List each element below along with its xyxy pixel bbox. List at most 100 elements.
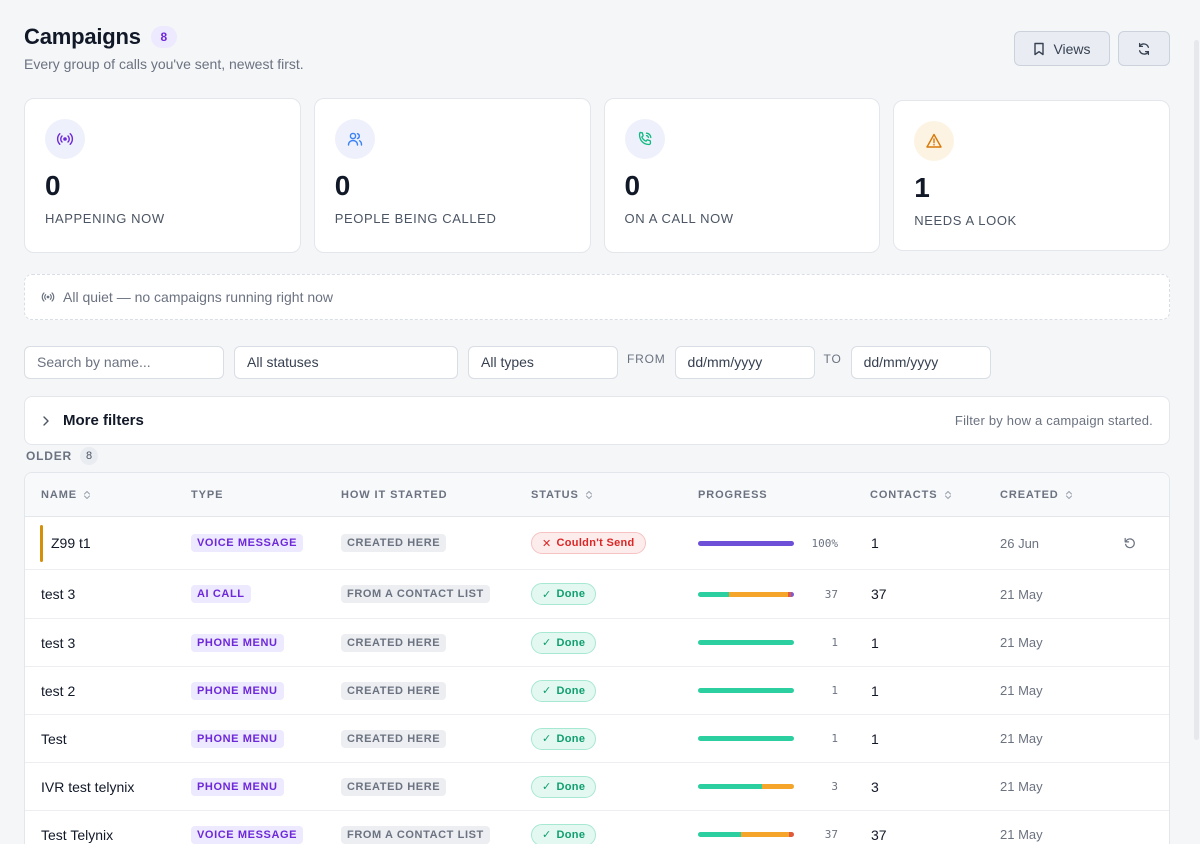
retry-button[interactable] [1123, 517, 1137, 569]
broadcast-icon [41, 292, 55, 302]
table-row[interactable]: test 3 PHONE MENU CREATED HERE ✓ Done 1 … [25, 619, 1169, 667]
status-text: Done [556, 780, 586, 793]
progress-bar [698, 784, 794, 789]
stat-card-on-a-call-now: 0 ON A CALL NOW [603, 98, 881, 253]
check-icon: ✓ [542, 781, 552, 793]
views-button[interactable]: Views [1014, 31, 1110, 66]
status-text: Couldn't Send [556, 537, 635, 549]
column-header-label: CREATED [1000, 489, 1059, 501]
sort-icon [1065, 490, 1072, 500]
contacts-count: 37 [871, 586, 887, 602]
table-row[interactable]: test 2 PHONE MENU CREATED HERE ✓ Done 1 … [25, 667, 1169, 715]
check-icon: ✓ [542, 829, 552, 841]
table-row[interactable]: IVR test telynix PHONE MENU CREATED HERE… [25, 763, 1169, 811]
contacts-count: 1 [871, 535, 879, 551]
type-tag: PHONE MENU [191, 777, 284, 796]
progress-label: 3 [831, 780, 838, 793]
progress-label: 37 [824, 587, 838, 601]
status-text: Done [556, 588, 586, 600]
more-filters-toggle[interactable]: More filters Filter by how a campaign st… [24, 396, 1170, 445]
created-date: 26 Jun [1000, 535, 1040, 551]
column-header-label: TYPE [191, 489, 224, 501]
progress-segment [741, 832, 790, 837]
stat-value: 0 [624, 170, 641, 201]
column-header-status[interactable]: STATUS [531, 473, 593, 517]
more-filters-hint: Filter by how a campaign started. [954, 413, 1153, 428]
page-scrollbar[interactable] [1194, 40, 1199, 740]
created-date: 21 May [1000, 586, 1043, 602]
refresh-button[interactable] [1118, 31, 1170, 66]
origin-tag: CREATED HERE [341, 777, 447, 796]
status-badge: ✓ Done [531, 583, 597, 605]
column-header-contacts[interactable]: CONTACTS [870, 473, 952, 517]
progress-segment [698, 784, 763, 789]
table-row[interactable]: Z99 t1 VOICE MESSAGE CREATED HERE ✕ Coul… [25, 517, 1169, 570]
type-tag: PHONE MENU [191, 729, 284, 748]
column-header-created[interactable]: CREATED [1000, 473, 1073, 517]
progress-segment [698, 640, 794, 645]
sort-icon [83, 490, 91, 500]
views-button-label: Views [1053, 40, 1091, 57]
from-date-input[interactable]: dd/mm/yyyy [674, 345, 815, 379]
origin-tag: FROM A CONTACT LIST [341, 585, 490, 603]
table-row[interactable]: Test PHONE MENU CREATED HERE ✓ Done 1 1 … [25, 715, 1169, 763]
campaign-name[interactable]: Test [41, 730, 67, 747]
check-icon: ✓ [542, 588, 552, 601]
stat-label: PEOPLE BEING CALLED [334, 211, 497, 226]
group-label: OLDER [26, 449, 72, 463]
bookmark-icon [1034, 42, 1045, 55]
progress-bar [698, 832, 794, 837]
to-date-input[interactable]: dd/mm/yyyy [850, 345, 991, 379]
contacts-count: 1 [871, 682, 879, 699]
type-tag: VOICE MESSAGE [191, 825, 304, 844]
to-label: TO [823, 352, 842, 366]
status-select[interactable]: All statuses [234, 345, 458, 379]
status-text: Done [556, 828, 586, 841]
progress-segment [698, 688, 794, 693]
campaign-name[interactable]: Test Telynix [41, 826, 114, 843]
status-text: Done [556, 684, 586, 697]
progress-label: 100% [811, 536, 839, 550]
page-header: Campaigns 8 Every group of calls you've … [24, 24, 1170, 74]
origin-tag: CREATED HERE [341, 534, 447, 552]
filter-bar: Search by name... All statuses All types… [24, 345, 991, 379]
table-row[interactable]: test 3 AI CALL FROM A CONTACT LIST ✓ Don… [25, 570, 1169, 619]
stat-value: 0 [334, 170, 351, 201]
campaign-name[interactable]: test 3 [41, 634, 76, 651]
column-header-how-it-started: HOW IT STARTED [341, 473, 448, 517]
created-date: 21 May [1000, 683, 1043, 698]
origin-tag: CREATED HERE [341, 729, 447, 748]
column-header-name[interactable]: NAME [41, 473, 91, 517]
page-subtitle: Every group of calls you've sent, newest… [24, 56, 304, 72]
phone-call-icon [624, 119, 665, 159]
progress-segment [789, 832, 794, 837]
type-tag: AI CALL [191, 585, 251, 603]
check-icon: ✓ [542, 685, 552, 697]
created-date: 21 May [1000, 827, 1043, 842]
table-row[interactable]: Test Telynix VOICE MESSAGE FROM A CONTAC… [25, 811, 1169, 844]
campaign-name[interactable]: Z99 t1 [51, 535, 91, 551]
type-select[interactable]: All types [468, 345, 618, 379]
stat-label: HAPPENING NOW [45, 211, 165, 226]
origin-tag: CREATED HERE [341, 681, 447, 700]
status-badge: ✓ Done [531, 775, 597, 798]
status-badge: ✓ Done [531, 823, 597, 844]
progress-segment [698, 540, 794, 546]
campaign-count-badge: 8 [150, 26, 177, 48]
sort-icon [585, 490, 592, 500]
progress-segment [698, 832, 742, 837]
status-banner: All quiet — no campaigns running right n… [24, 274, 1170, 320]
contacts-count: 37 [871, 826, 887, 843]
campaign-name[interactable]: test 3 [41, 586, 76, 602]
origin-tag: FROM A CONTACT LIST [341, 825, 490, 844]
progress-bar [698, 591, 794, 597]
search-input[interactable]: Search by name... [24, 345, 224, 379]
campaign-name[interactable]: IVR test telynix [41, 778, 135, 795]
type-tag: PHONE MENU [191, 681, 284, 700]
column-header-progress: PROGRESS [698, 473, 768, 517]
created-date: 21 May [1000, 779, 1043, 794]
contacts-count: 1 [871, 634, 879, 651]
attention-marker [40, 525, 43, 562]
campaign-name[interactable]: test 2 [41, 682, 76, 699]
progress-label: 37 [824, 828, 838, 841]
